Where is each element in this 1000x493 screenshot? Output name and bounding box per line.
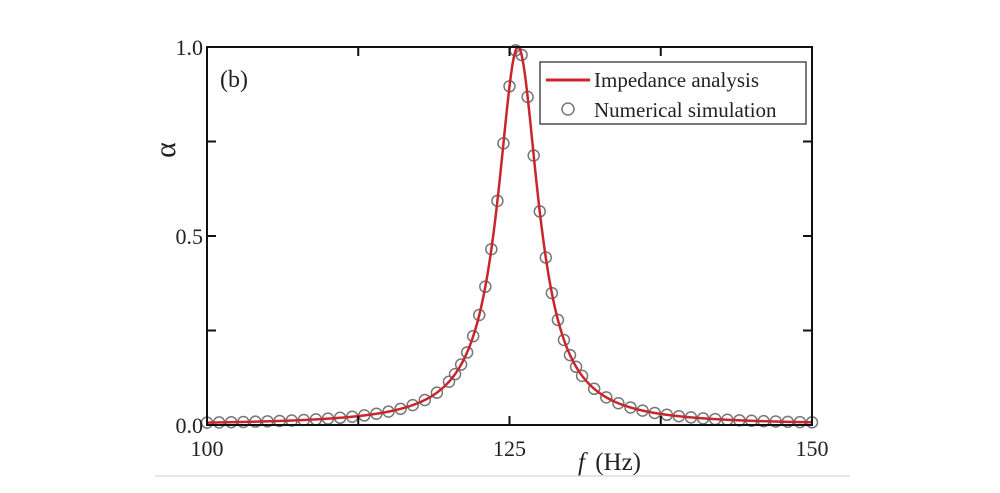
simulation-point — [406, 398, 419, 412]
simulation-point — [454, 358, 468, 371]
x-axis-label-unit: (Hz) — [595, 449, 641, 476]
simulation-point — [460, 346, 474, 359]
legend-box — [539, 61, 807, 125]
x-axis-label-symbol: f — [578, 449, 588, 476]
simulation-point — [448, 367, 462, 381]
legend: Impedance analysis Numerical simulation — [539, 61, 807, 125]
simulation-point — [600, 391, 613, 404]
x-axis-label: f (Hz) — [578, 449, 641, 476]
simulation-point — [430, 386, 444, 399]
simulation-point — [473, 308, 486, 322]
simulation-point — [466, 329, 480, 343]
legend-label-simulation: Numerical simulation — [594, 98, 777, 122]
simulation-point — [551, 313, 565, 327]
simulation-point — [569, 360, 583, 374]
simulation-point — [442, 375, 456, 388]
x-tick-label: 125 — [493, 436, 526, 461]
y-tick-label: 0.0 — [176, 413, 204, 438]
x-tick-label: 100 — [191, 436, 224, 461]
simulation-point — [563, 348, 577, 362]
simulation-point — [418, 393, 432, 407]
simulation-point — [624, 401, 637, 414]
y-axis-label: α — [149, 142, 182, 158]
panel-label: (b) — [220, 67, 248, 93]
simulation-point — [575, 369, 589, 383]
legend-circle-swatch — [561, 102, 575, 116]
simulation-point — [612, 397, 625, 410]
impedance-analysis-line — [206, 45, 813, 424]
legend-label-impedance: Impedance analysis — [594, 68, 759, 92]
axis-ticks: 100 125 150 0.0 0.5 1.0 — [176, 35, 829, 461]
simulation-point — [587, 382, 601, 396]
simulation-point — [394, 402, 407, 416]
plot-marks — [200, 44, 819, 429]
y-tick-label: 1.0 — [176, 35, 204, 60]
y-tick-label: 0.5 — [176, 224, 204, 249]
x-tick-label: 150 — [796, 436, 829, 461]
simulation-point — [557, 333, 571, 347]
